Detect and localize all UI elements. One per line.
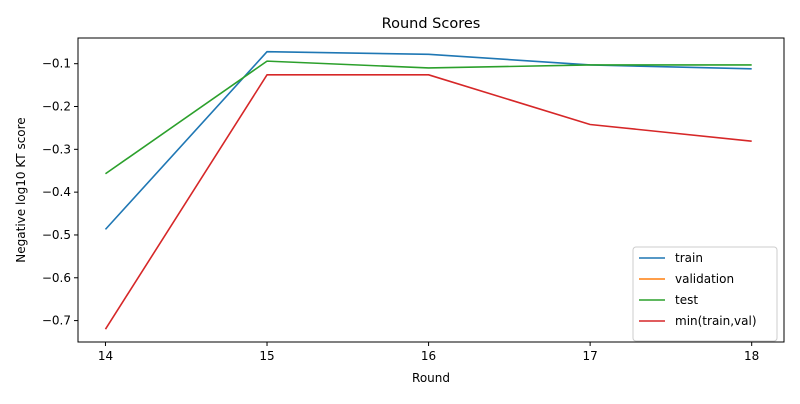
plot-frame: [77, 37, 785, 343]
x-tick-label: 15: [259, 349, 274, 363]
series-line-0: [104, 50, 752, 230]
series-line-3: [104, 74, 752, 330]
y-tick-label: −0.7: [42, 314, 71, 328]
legend-box: [632, 246, 778, 342]
x-tick-label: 14: [98, 349, 113, 363]
legend: train validation test min(train,val): [632, 246, 778, 342]
x-tick-label: 17: [582, 349, 597, 363]
y-axis-label: Negative log10 KT score: [14, 117, 28, 262]
x-tick-label: 18: [744, 349, 759, 363]
legend-label: validation: [675, 272, 734, 286]
y-tick-label: −0.6: [42, 271, 71, 285]
legend-label: min(train,val): [675, 314, 757, 328]
chart-title: Round Scores: [382, 16, 481, 32]
series-line-2: [105, 60, 752, 175]
x-axis-label: Round: [412, 371, 450, 385]
x-tick-label: 16: [421, 349, 436, 363]
y-tick-label: −0.5: [42, 228, 71, 242]
y-tick-label: −0.2: [42, 100, 71, 114]
legend-label: test: [675, 293, 698, 307]
x-axis: 14 15 16 17 18: [98, 342, 759, 363]
y-tick-label: −0.3: [42, 142, 71, 156]
legend-label: train: [675, 251, 703, 265]
y-axis: −0.7 −0.6 −0.5 −0.4 −0.3 −0.2 −0.1: [42, 57, 78, 328]
y-tick-label: −0.4: [42, 185, 71, 199]
plot-area: [104, 50, 752, 330]
y-tick-label: −0.1: [42, 57, 71, 71]
